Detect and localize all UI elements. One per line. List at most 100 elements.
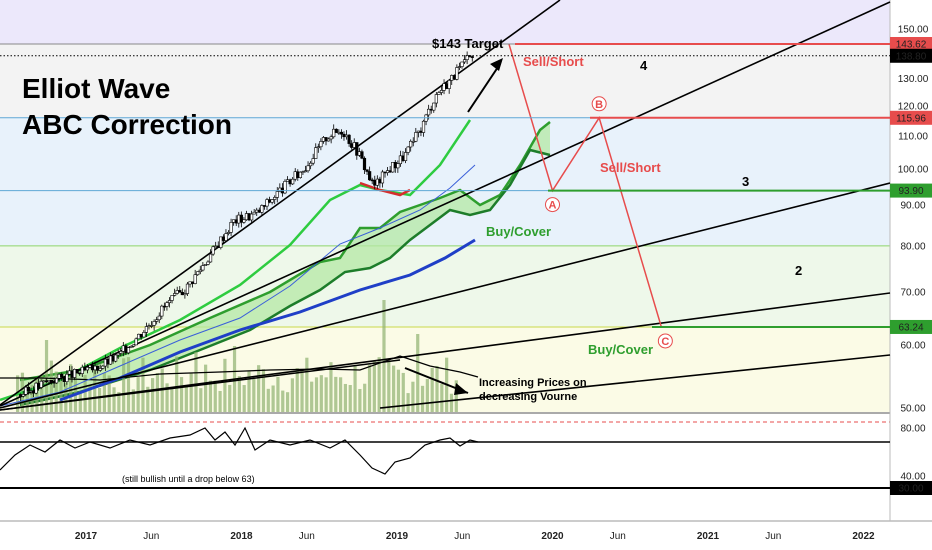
- volume-bar: [97, 387, 102, 412]
- rsi-level-tag: [890, 481, 932, 495]
- trend-line: [379, 354, 891, 409]
- candle-body: [208, 253, 213, 263]
- candle-body: [257, 209, 261, 213]
- volume-bar: [107, 375, 111, 412]
- candle-body: [275, 191, 279, 198]
- candle-body: [370, 179, 374, 182]
- volume-bar: [213, 380, 217, 412]
- candle-body: [262, 205, 267, 207]
- wave-point-marker: [591, 96, 607, 112]
- target-label: $143 Target: [432, 36, 504, 51]
- candle-body: [85, 367, 89, 371]
- candle-body: [301, 171, 305, 173]
- candle-body: [226, 232, 231, 234]
- candle-body: [429, 108, 433, 111]
- candle-body: [326, 138, 331, 142]
- volume-bar: [141, 357, 145, 412]
- candle-body: [193, 274, 197, 284]
- buy-cover-label-2: Buy/Cover: [588, 342, 653, 357]
- candle-body: [49, 380, 54, 383]
- volume-bar: [199, 388, 203, 412]
- candle-body: [414, 132, 418, 142]
- moving-average-medium: [0, 164, 476, 407]
- price-level-tag-label: 63.24: [898, 322, 923, 333]
- candle-body: [437, 92, 441, 95]
- candle-body: [398, 155, 403, 165]
- volume-bar: [454, 380, 458, 412]
- candle-body: [114, 354, 118, 362]
- rsi-tick-label: 80.00: [900, 424, 925, 435]
- candle-body: [111, 355, 115, 362]
- volume-bar: [126, 357, 131, 412]
- volume-bar: [372, 361, 376, 412]
- candle-body: [416, 130, 420, 133]
- candle-body: [57, 373, 61, 379]
- volume-bar: [367, 364, 372, 412]
- candle-body: [388, 170, 392, 173]
- candle-body: [214, 245, 218, 248]
- volume-bar: [175, 356, 179, 412]
- price-tick-label: 80.00: [900, 241, 925, 252]
- candle-body: [334, 128, 338, 133]
- price-level-tag: [890, 48, 932, 63]
- candle-body: [270, 199, 274, 203]
- candle-body: [165, 302, 169, 307]
- candle-body: [206, 261, 210, 265]
- volume-bar: [237, 376, 241, 412]
- candle-body: [419, 130, 423, 133]
- volume-bar: [396, 369, 401, 412]
- volume-bar: [146, 386, 150, 412]
- volume-bar: [35, 377, 39, 412]
- trend-line: [0, 1, 891, 407]
- volume-note-line-2: decreasing Vourne: [479, 391, 577, 403]
- sell-short-label-2: Sell/Short: [600, 160, 661, 175]
- volume-bar: [228, 384, 232, 412]
- moving-average-slow: [59, 238, 476, 402]
- candle-body: [288, 179, 292, 185]
- candle-body: [139, 333, 143, 338]
- candle-body: [255, 209, 259, 213]
- candle-body: [329, 136, 333, 140]
- volume-bar: [300, 369, 304, 412]
- candle-body: [183, 293, 187, 296]
- volume-bar: [122, 358, 126, 412]
- volume-bar: [83, 375, 87, 412]
- candle-body: [160, 305, 164, 317]
- volume-bar: [310, 381, 314, 412]
- candle-body: [239, 214, 243, 223]
- candle-body: [452, 75, 456, 80]
- volume-bar: [290, 378, 294, 412]
- candle-body: [75, 369, 79, 374]
- target-arrowhead: [490, 58, 503, 71]
- price-level-tag-label: 143.62: [896, 39, 927, 50]
- candle-body: [445, 83, 449, 89]
- volume-bar: [324, 377, 328, 412]
- volume-bar: [257, 365, 261, 412]
- candle-body: [237, 214, 241, 224]
- time-tick-label: Jun: [299, 531, 315, 542]
- price-level-tag-label: 93.90: [898, 186, 923, 197]
- candle-body: [149, 325, 154, 327]
- volume-bar: [401, 372, 405, 412]
- candle-body: [391, 162, 395, 173]
- rsi-line: [0, 426, 479, 475]
- volume-bar: [377, 357, 381, 412]
- candle-body: [455, 67, 459, 80]
- candle-body: [170, 295, 174, 301]
- trend-line: [0, 359, 401, 411]
- candle-body: [232, 219, 236, 223]
- volume-bar: [406, 393, 410, 412]
- candle-body: [265, 199, 269, 207]
- candle-body: [368, 171, 372, 181]
- candle-body: [47, 380, 51, 383]
- candle-body: [152, 321, 156, 326]
- buy-cover-label-1: Buy/Cover: [486, 224, 551, 239]
- price-tick-label: 120.00: [898, 101, 929, 112]
- volume-bar: [218, 390, 222, 412]
- cloud-lower-line: [19, 148, 551, 407]
- volume-trend-arrowhead: [454, 383, 468, 395]
- volume-bar: [435, 365, 439, 412]
- volume-bar: [319, 375, 323, 412]
- volume-bar: [165, 383, 169, 412]
- volume-bar: [305, 357, 309, 412]
